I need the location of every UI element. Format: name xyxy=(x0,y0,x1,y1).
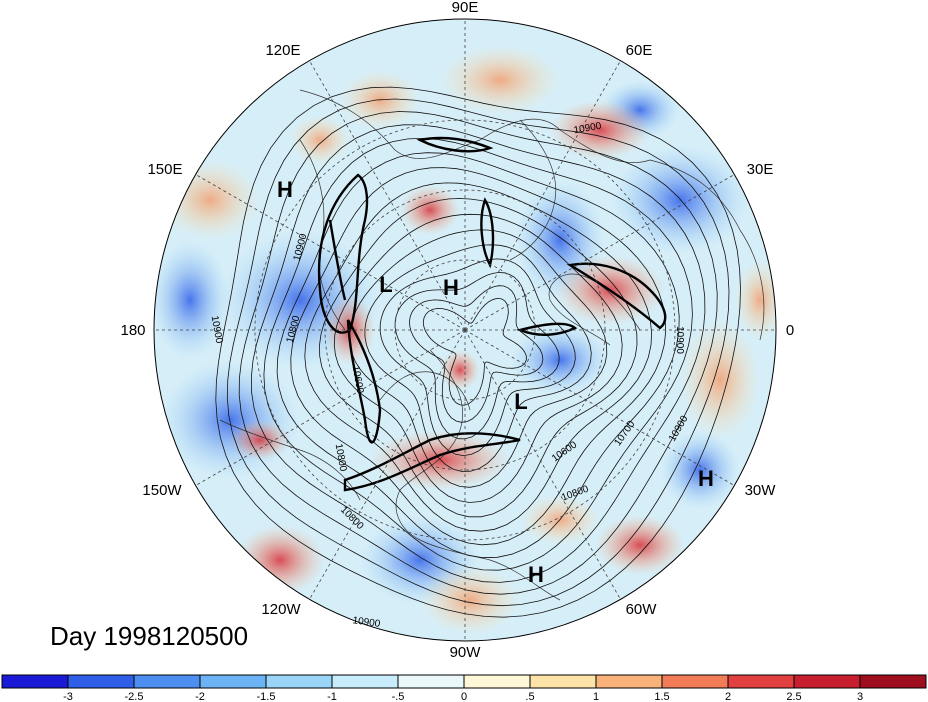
lon-label-120w: 120W xyxy=(261,601,301,618)
lon-label-150e: 150E xyxy=(147,161,182,178)
low-pressure-label: L xyxy=(379,272,392,297)
contour-label: 10800 xyxy=(333,443,349,473)
longitude-labels: 90E 60E 30E 0 30W 60W 90W 120W 150W 180 … xyxy=(120,0,794,661)
colorbar-tick-label: 1.5 xyxy=(654,691,669,702)
colorbar-swatch xyxy=(794,675,861,688)
high-pressure-label: H xyxy=(443,275,459,300)
colorbar-swatch xyxy=(860,675,927,688)
low-pressure-label: L xyxy=(514,389,527,414)
contour-label: 10900 xyxy=(209,315,225,345)
date-label: Day 1998120500 xyxy=(50,621,248,651)
colorbar-swatch xyxy=(68,675,135,688)
anomaly-field xyxy=(154,19,776,641)
lon-label-30w: 30W xyxy=(745,482,777,499)
lon-label-90e: 90E xyxy=(452,0,479,16)
colorbar-swatch xyxy=(266,675,333,688)
colorbar-swatch xyxy=(200,675,267,688)
colorbar-tick-label: 1 xyxy=(593,691,599,702)
colorbar-tick-label: -.5 xyxy=(392,691,405,702)
high-pressure-label: H xyxy=(277,177,293,202)
colorbar-tick-label: .5 xyxy=(525,691,534,702)
colorbar-tick-label: 2 xyxy=(725,691,731,702)
colorbar-tick-label: 3 xyxy=(857,691,863,702)
colorbar-swatch xyxy=(662,675,729,688)
high-pressure-label: H xyxy=(698,466,714,491)
pressure-centers: H L H L H H xyxy=(277,177,714,587)
lon-label-0: 0 xyxy=(786,322,794,339)
colorbar-swatch xyxy=(728,675,795,688)
colorbar-swatch xyxy=(596,675,663,688)
colorbar-swatch xyxy=(2,675,69,688)
lon-label-90w: 90W xyxy=(450,644,482,661)
coastlines xyxy=(219,89,765,601)
colorbar-tick-label: -2.5 xyxy=(125,691,144,702)
high-pressure-label: H xyxy=(528,562,544,587)
lon-label-150w: 150W xyxy=(142,482,182,499)
jet-contours xyxy=(317,136,667,492)
colorbar: -3 -2.5 -2 -1.5 -1 -.5 0 .5 1 1.5 2 2.5 … xyxy=(1,674,927,702)
colorbar-tick-label: -3 xyxy=(63,691,73,702)
colorbar-tick-label: 0 xyxy=(461,691,467,702)
colorbar-swatch xyxy=(332,675,399,688)
contour-label: 10900 xyxy=(352,615,382,630)
contour-label: 10900 xyxy=(674,326,685,354)
colorbar-swatch xyxy=(464,675,531,688)
colorbar-tick-label: 2.5 xyxy=(786,691,801,702)
height-contours xyxy=(215,86,741,618)
lon-label-120e: 120E xyxy=(265,42,300,59)
map-boundary xyxy=(153,18,777,642)
colorbar-tick-label: -2 xyxy=(195,691,205,702)
lon-label-30e: 30E xyxy=(747,161,774,178)
colorbar-swatch xyxy=(134,675,201,688)
colorbar-swatch xyxy=(398,675,465,688)
lon-label-60w: 60W xyxy=(626,601,658,618)
lon-label-180: 180 xyxy=(120,322,145,339)
colorbar-tick-label: -1 xyxy=(327,691,337,702)
lon-label-60e: 60E xyxy=(626,42,653,59)
graticule xyxy=(154,19,776,641)
colorbar-tick-label: -1.5 xyxy=(257,691,276,702)
contour-label: 10600 xyxy=(350,365,366,395)
contour-label: 10900 xyxy=(573,121,603,137)
colorbar-swatch xyxy=(530,675,597,688)
